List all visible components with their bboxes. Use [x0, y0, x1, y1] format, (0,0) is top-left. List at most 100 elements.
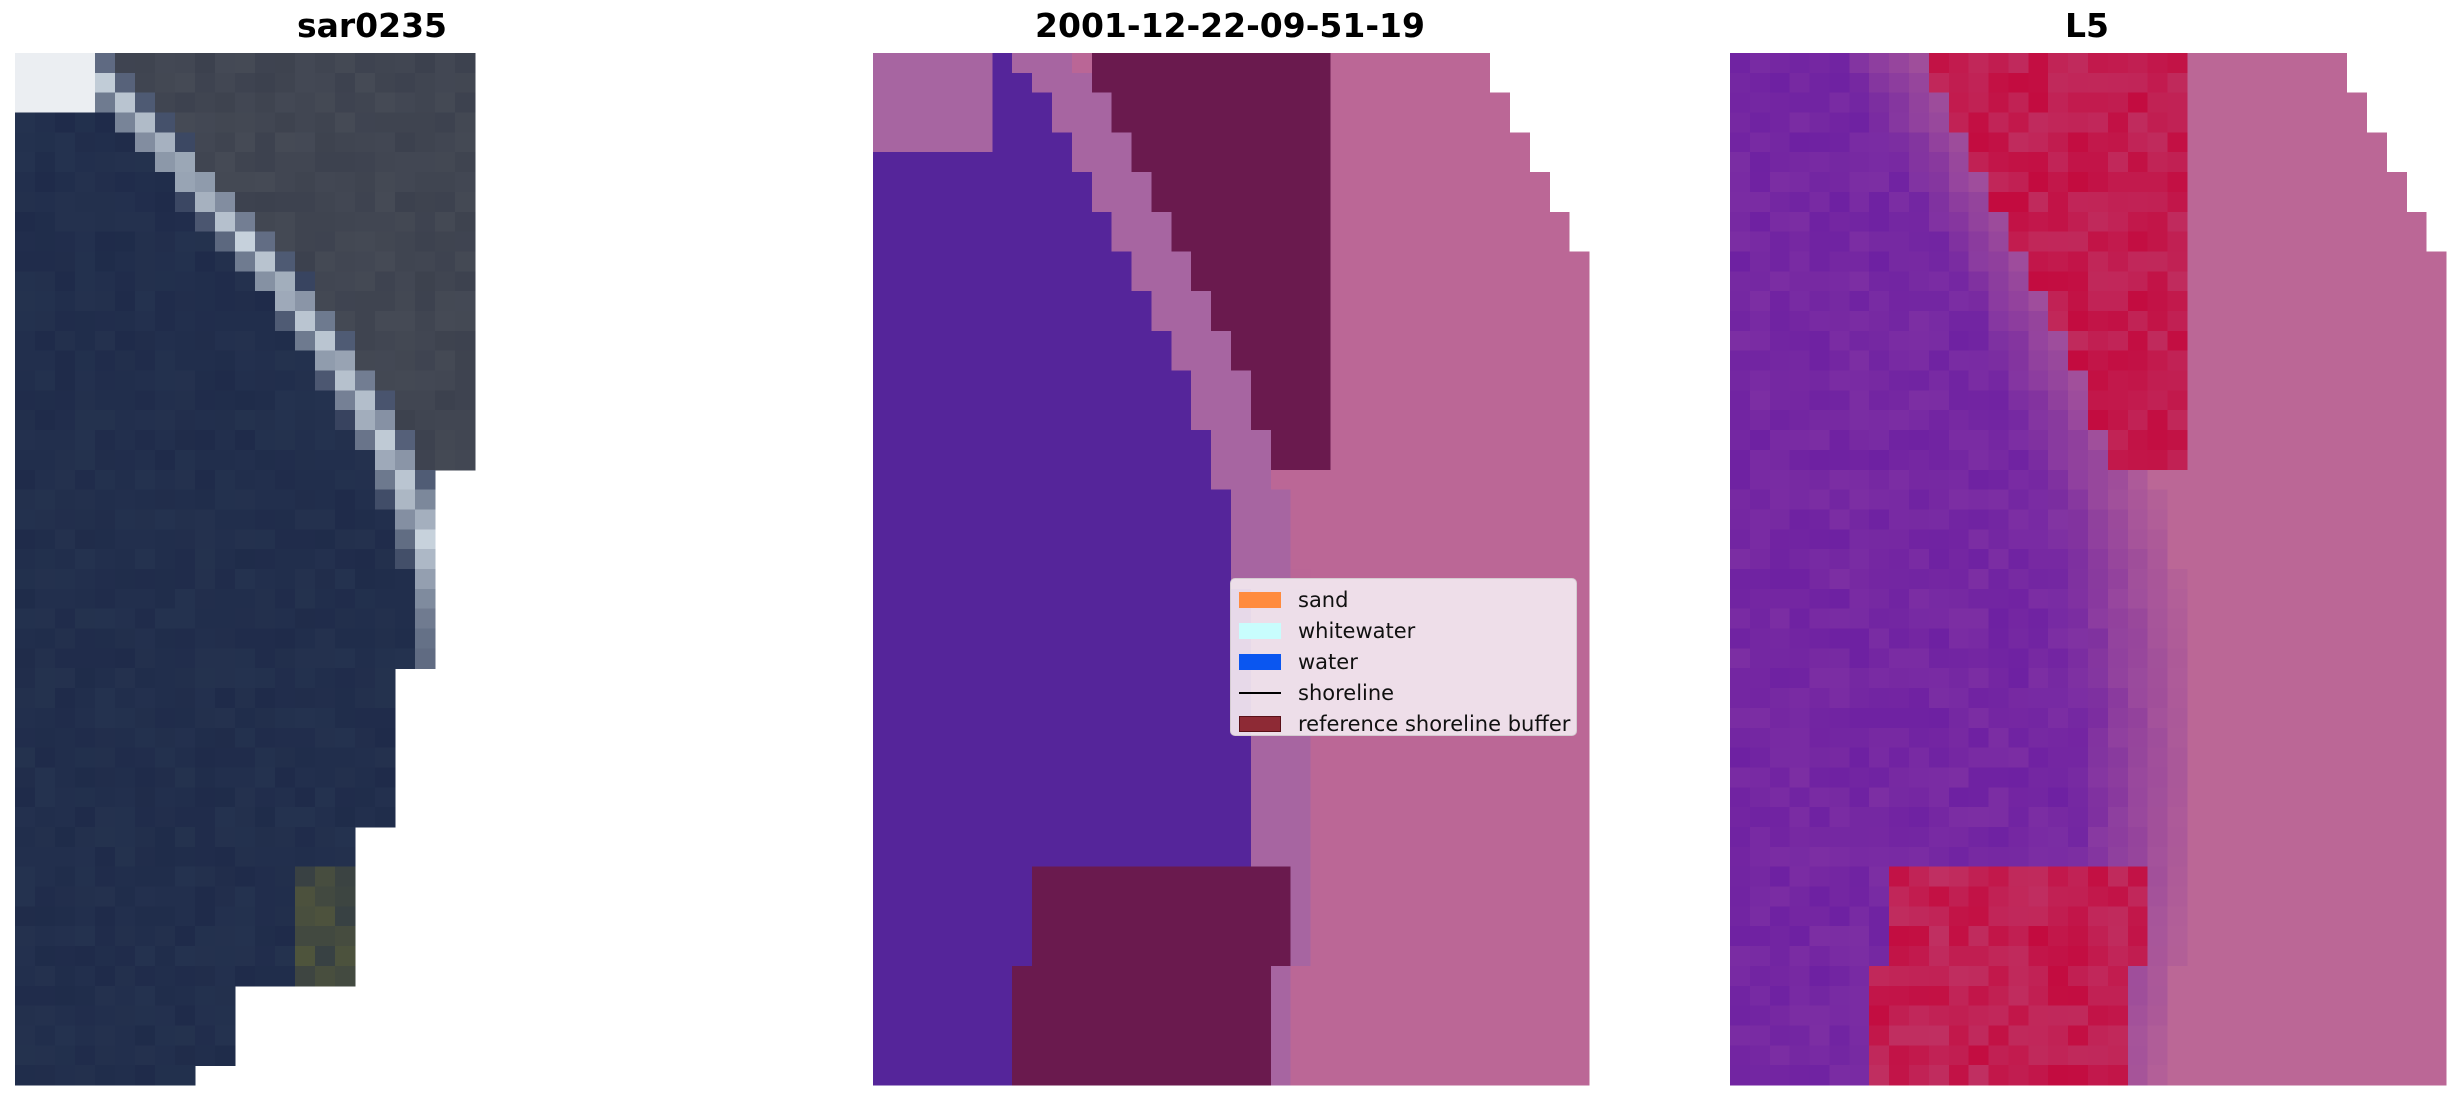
rgb-pixel [55, 271, 76, 292]
index-pixel [1769, 211, 1791, 233]
rgb-pixel [215, 191, 236, 213]
rgb-pixel [315, 72, 336, 94]
rgb-pixel [55, 827, 76, 848]
classification-pixel [912, 668, 934, 689]
rgb-pixel [335, 489, 356, 511]
classification-pixel [1290, 747, 1312, 769]
rgb-pixel [455, 172, 476, 193]
index-pixel [2346, 985, 2368, 1007]
rgb-pixel [235, 72, 256, 94]
rgb-pixel [335, 251, 356, 272]
index-pixel [2107, 72, 2129, 94]
classification-pixel [1549, 291, 1570, 312]
rgb-pixel [455, 191, 476, 213]
index-pixel [2028, 886, 2049, 907]
sand-swatch [1239, 591, 1281, 608]
classification-pixel [1569, 827, 1590, 848]
rgb-pixel [255, 291, 276, 312]
index-pixel [1869, 1025, 1890, 1046]
classification-pixel [1469, 906, 1491, 927]
index-pixel [2028, 906, 2049, 927]
index-pixel [2088, 271, 2109, 292]
index-pixel [1789, 410, 1811, 431]
classification-pixel [1410, 787, 1431, 808]
classification-pixel [1429, 1065, 1451, 1086]
classification-pixel [1191, 985, 1212, 1007]
rgb-pixel [235, 390, 256, 411]
classification-pixel [1151, 787, 1172, 808]
index-pixel [1968, 688, 1990, 709]
classification-pixel [952, 291, 974, 312]
rgb-pixel [335, 866, 356, 888]
index-pixel [2426, 985, 2447, 1007]
classification-pixel [1449, 152, 1471, 173]
classification-pixel [1171, 707, 1192, 729]
classification-pixel [1449, 330, 1471, 352]
index-pixel [2008, 350, 2029, 372]
rgb-pixel [295, 251, 316, 272]
classification-pixel [1290, 767, 1312, 788]
classification-pixel [1429, 1045, 1451, 1066]
rgb-pixel [155, 509, 176, 530]
rgb-pixel [175, 172, 196, 193]
classification-pixel [992, 747, 1013, 769]
index-pixel [2028, 92, 2049, 114]
rgb-pixel [395, 172, 416, 193]
index-pixel [1829, 866, 1850, 888]
rgb-pixel [195, 350, 216, 372]
rgb-pixel [215, 410, 236, 431]
index-pixel [2207, 906, 2228, 927]
index-pixel [1968, 787, 1990, 808]
index-pixel [1829, 1005, 1850, 1027]
rgb-pixel [75, 807, 96, 828]
rgb-pixel [375, 231, 396, 253]
index-pixel [1829, 469, 1850, 491]
rgb-pixel [315, 350, 336, 372]
index-pixel [2127, 569, 2149, 590]
classification-pixel [1191, 509, 1212, 530]
rgb-pixel [135, 946, 156, 967]
index-pixel [2068, 827, 2089, 848]
classification-pixel [1250, 509, 1272, 530]
index-pixel [1769, 132, 1791, 153]
classification-pixel [1171, 549, 1192, 570]
classification-pixel [1151, 72, 1172, 94]
index-pixel [2167, 172, 2189, 193]
index-pixel [2048, 1045, 2069, 1066]
classification-pixel [1529, 271, 1550, 292]
rgb-pixel [135, 529, 156, 550]
index-pixel [2088, 53, 2109, 74]
classification-pixel [1250, 350, 1272, 372]
classification-pixel [892, 53, 914, 74]
rgb-pixel [195, 410, 216, 431]
index-pixel [2406, 906, 2427, 927]
rgb-pixel [275, 946, 296, 967]
classification-pixel [1549, 1065, 1570, 1086]
index-pixel [2406, 529, 2427, 550]
classification-pixel [1350, 866, 1371, 888]
classification-pixel [1270, 311, 1292, 332]
classification-pixel [1270, 430, 1292, 451]
classification-pixel [1449, 231, 1471, 253]
classification-pixel [952, 231, 974, 253]
index-pixel [2326, 172, 2348, 193]
index-pixel [2426, 787, 2447, 808]
classification-pixel [1131, 866, 1153, 888]
classification-pixel [1052, 747, 1073, 769]
index-pixel [1809, 529, 1831, 550]
index-pixel [1730, 747, 1751, 769]
index-pixel [2267, 906, 2288, 927]
rgb-pixel [35, 271, 56, 292]
classification-pixel [1330, 251, 1351, 272]
index-pixel [2147, 191, 2169, 213]
index-pixel [1749, 549, 1771, 570]
rgb-pixel [375, 569, 396, 590]
rgb-pixel [95, 330, 116, 352]
rgb-pixel [195, 807, 216, 828]
classification-pixel [932, 251, 954, 272]
rgb-pixel [375, 172, 396, 193]
classification-pixel [1429, 985, 1451, 1007]
rgb-pixel [215, 846, 236, 868]
rgb-pixel [375, 152, 396, 173]
index-pixel [2406, 668, 2427, 689]
